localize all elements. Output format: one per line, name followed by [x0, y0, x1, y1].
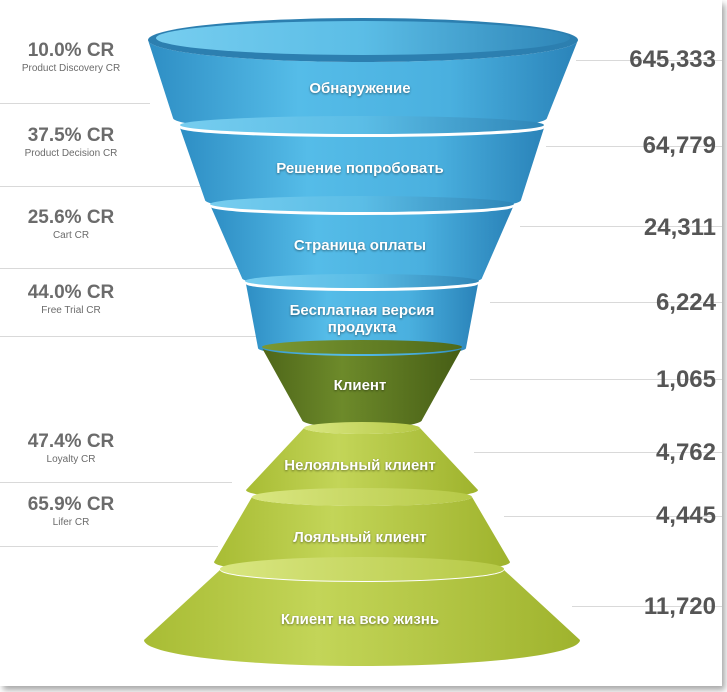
stage-label: Страница оплаты: [293, 237, 427, 254]
stage-count: 4,445: [655, 502, 716, 529]
cr-name: Product Decision CR: [24, 148, 118, 159]
stage-label: Решение попробовать: [276, 160, 444, 177]
stage-count: 6,224: [655, 289, 716, 316]
stage-count: 1,065: [655, 366, 716, 393]
funnel-segment-2: [180, 116, 544, 212]
funnel-segment-7: [214, 488, 510, 574]
cr-name: Product Discovery CR: [21, 63, 121, 74]
cr-label: 37.5% CR Product Decision CR: [0, 125, 142, 161]
funnel-segment-4: [245, 274, 479, 357]
cr-name: Cart CR: [52, 230, 90, 241]
stage-count: 645,333: [629, 46, 716, 73]
cr-value: 65.9% CR: [27, 494, 115, 515]
stage-count: 64,779: [642, 132, 716, 159]
stage-count: 11,720: [643, 593, 716, 620]
cr-name: Lifer CR: [52, 517, 90, 528]
cr-label: 10.0% CR Product Discovery CR: [0, 40, 142, 76]
stage-label: Нелояльный клиент: [284, 457, 436, 474]
stage-count: 24,311: [643, 214, 716, 241]
funnel-segment-8: [144, 557, 580, 666]
cr-value: 44.0% CR: [27, 282, 115, 303]
cr-name: Free Trial CR: [41, 305, 101, 316]
funnel-segment-6: [246, 422, 478, 500]
cr-label: 44.0% CR Free Trial CR: [0, 282, 142, 318]
cr-label: 25.6% CR Cart CR: [0, 207, 142, 243]
cr-value: 25.6% CR: [27, 207, 115, 228]
cr-name: Loyalty CR: [46, 454, 96, 465]
stage-label: Клиент на всю жизнь: [280, 611, 440, 628]
cr-value: 47.4% CR: [27, 431, 115, 452]
stage-label: Обнаружение: [309, 80, 411, 97]
cr-label: 47.4% CR Loyalty CR: [0, 431, 142, 467]
funnel-segment-1: [148, 18, 578, 132]
stage-label: Лояльный клиент: [293, 529, 427, 546]
stage-label: Бесплатная версия продукта: [289, 302, 435, 336]
stage-count: 4,762: [655, 439, 716, 466]
funnel-segment-5: [262, 340, 462, 428]
cr-value: 10.0% CR: [27, 40, 115, 61]
funnel-segment-3: [210, 196, 514, 288]
cr-label: 65.9% CR Lifer CR: [0, 494, 142, 530]
stage-label: Клиент: [333, 377, 387, 394]
cr-value: 37.5% CR: [27, 125, 115, 146]
